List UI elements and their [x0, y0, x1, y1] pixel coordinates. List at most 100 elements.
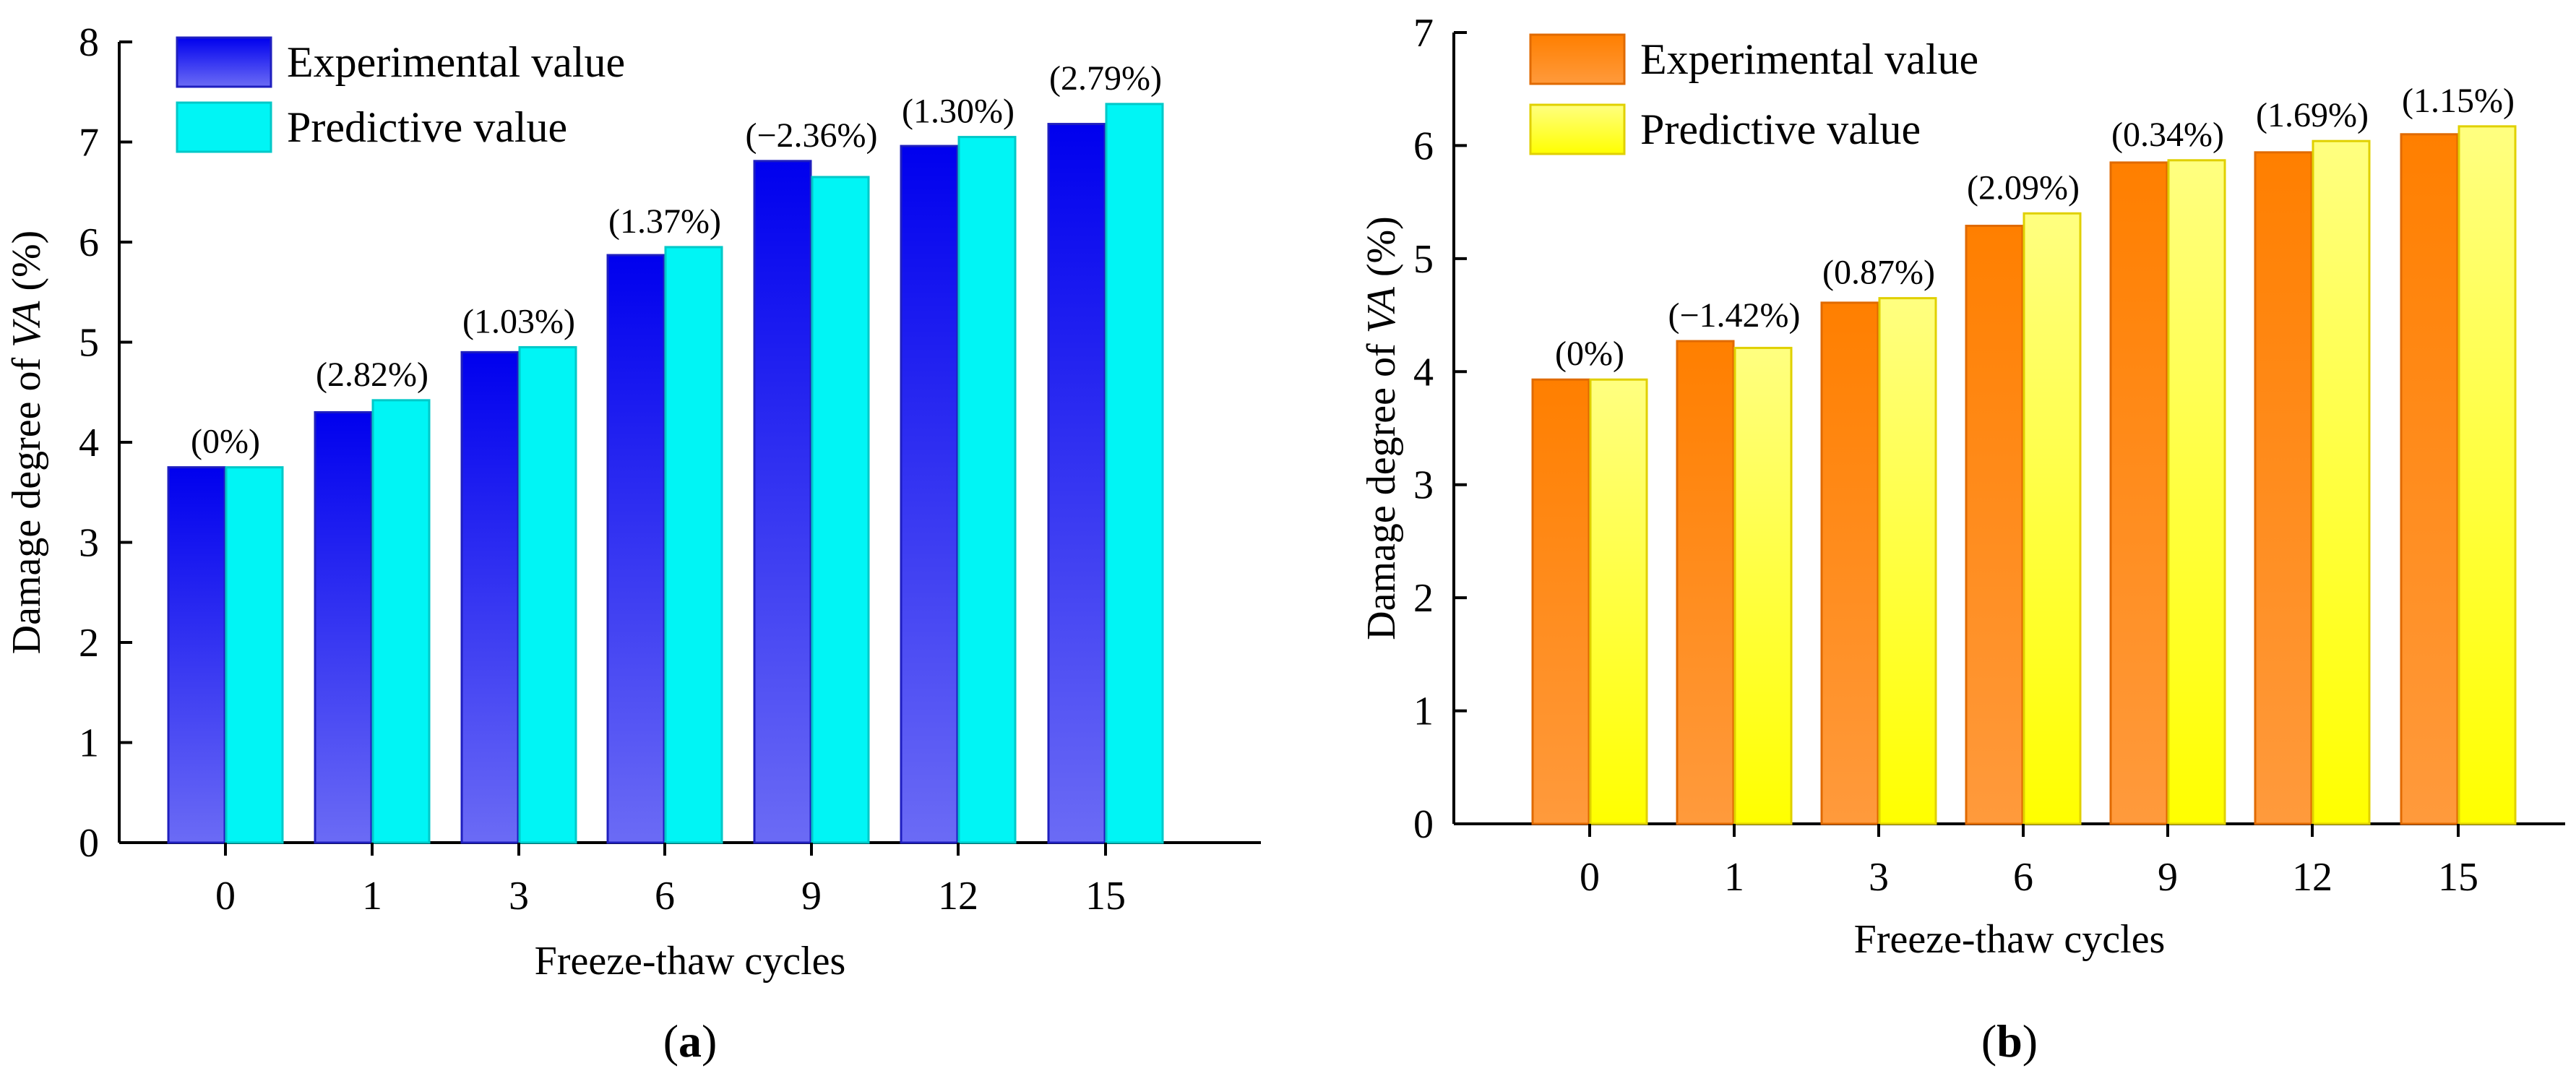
panel-label: (a): [663, 1015, 718, 1067]
bar-experimental-15: [1047, 123, 1106, 844]
legend-label: Experimental value: [1640, 35, 1978, 83]
y-tick-label: 8: [79, 20, 99, 65]
y-tick-label: 2: [1413, 576, 1434, 621]
bar-experimental-12: [2254, 151, 2313, 825]
y-axis-title-suffix: (%): [4, 231, 49, 301]
bar-experimental-1: [1676, 340, 1735, 825]
x-tick-label: 12: [938, 874, 978, 919]
bar-predictive-9: [811, 176, 870, 844]
bar-predictive-0: [1589, 378, 1648, 825]
y-tick-label: 6: [1413, 124, 1434, 168]
x-tick-label: 0: [1580, 855, 1600, 900]
chart-a: 0123456780(0%)1(2.82%)3(1.03%)6(1.37%)9(…: [4, 20, 1261, 1067]
x-tick-label: 1: [362, 874, 382, 919]
bar-predictive-6: [664, 246, 723, 844]
y-tick-label: 4: [1413, 350, 1434, 395]
x-tick-label: 6: [2013, 855, 2033, 900]
bar-experimental-15: [2400, 133, 2459, 825]
y-axis-title-prefix: Damage degree of: [1359, 333, 1404, 640]
x-tick-label: 9: [2158, 855, 2178, 900]
y-tick-label: 6: [79, 220, 99, 265]
bar-predictive-1: [371, 399, 431, 844]
y-axis-title: Damage degree of VA (%): [4, 231, 49, 655]
y-tick-label: 3: [79, 521, 99, 566]
legend-label: Experimental value: [287, 38, 625, 86]
bar-annotation: (1.30%): [902, 93, 1015, 131]
bar-predictive-12: [2312, 139, 2371, 825]
bar-annotation: (1.37%): [608, 202, 721, 241]
bar-experimental-0: [167, 466, 226, 844]
legend-swatch-predictive: [176, 101, 272, 153]
bar-annotation: (0.87%): [1822, 254, 1935, 292]
y-axis-title-italic: VA: [4, 301, 49, 348]
bar-annotation: (2.09%): [1967, 168, 2080, 207]
bar-annotation: (0.34%): [2111, 116, 2224, 154]
bar-experimental-3: [1820, 301, 1879, 825]
bar-annotation: (1.69%): [2256, 96, 2369, 134]
y-tick-label: 5: [79, 321, 99, 366]
panel-label-letter: b: [1996, 1015, 2023, 1067]
bar-experimental-6: [1965, 224, 2024, 825]
y-tick-label: 0: [79, 821, 99, 866]
bar-annotation: (0%): [191, 423, 260, 461]
panel-label: (b): [1981, 1015, 2038, 1067]
bar-predictive-9: [2167, 159, 2226, 825]
bar-predictive-1: [1733, 346, 1793, 825]
x-tick-label: 6: [655, 874, 675, 919]
bar-predictive-12: [957, 136, 1017, 844]
bar-experimental-12: [900, 145, 959, 844]
bar-annotation: (2.82%): [316, 356, 428, 394]
y-axis-title-suffix: (%): [1359, 216, 1404, 287]
x-tick-label: 15: [1085, 874, 1126, 919]
y-axis-title-prefix: Damage degree of: [4, 348, 49, 654]
legend-label: Predictive value: [287, 103, 567, 151]
y-tick-label: 5: [1413, 237, 1434, 282]
x-axis-title: Freeze-thaw cycles: [535, 939, 846, 984]
bar-experimental-9: [753, 160, 812, 844]
legend-label: Predictive value: [1640, 106, 1921, 153]
legend-swatch-experimental: [1529, 33, 1626, 85]
panel-label-close: ): [702, 1015, 717, 1067]
panel-label-open: (: [663, 1015, 679, 1067]
y-tick-label: 7: [1413, 11, 1434, 56]
bar-experimental-9: [2109, 161, 2168, 825]
x-axis-title: Freeze-thaw cycles: [1854, 917, 2166, 962]
x-tick-label: 9: [801, 874, 822, 919]
bar-annotation: (1.15%): [2402, 82, 2515, 120]
x-tick-label: 1: [1724, 855, 1744, 900]
bar-experimental-3: [460, 350, 520, 844]
bar-annotation: (−2.36%): [745, 116, 877, 155]
bar-annotation: (−1.42%): [1668, 296, 1800, 335]
y-axis-title: Damage degree of VA (%): [1359, 216, 1404, 640]
y-tick-label: 0: [1413, 802, 1434, 847]
bar-annotation: (0%): [1555, 335, 1624, 373]
panel-label-letter: a: [679, 1015, 702, 1067]
bar-predictive-6: [2023, 212, 2082, 825]
panel-label-open: (: [1981, 1015, 1996, 1067]
bar-experimental-6: [606, 254, 665, 844]
x-tick-label: 3: [509, 874, 529, 919]
x-tick-label: 15: [2438, 855, 2478, 900]
x-tick-label: 3: [1869, 855, 1889, 900]
y-tick-label: 3: [1413, 463, 1434, 508]
bar-predictive-15: [1105, 103, 1164, 844]
y-tick-label: 1: [79, 721, 99, 766]
y-tick-label: 1: [1413, 689, 1434, 734]
bar-experimental-1: [314, 410, 373, 844]
legend-swatch-experimental: [176, 36, 272, 88]
y-axis-title-italic: VA: [1359, 286, 1404, 333]
legend-swatch-predictive: [1529, 103, 1626, 155]
bar-predictive-0: [225, 466, 284, 844]
bar-experimental-0: [1531, 378, 1590, 825]
chart-b: 012345670(0%)1(−1.42%)3(0.87%)6(2.09%)9(…: [1359, 11, 2565, 1067]
bar-annotation: (2.79%): [1049, 59, 1162, 98]
x-tick-label: 12: [2292, 855, 2332, 900]
bar-predictive-3: [1878, 297, 1937, 825]
x-tick-label: 0: [215, 874, 236, 919]
bar-predictive-15: [2457, 125, 2517, 825]
panel-label-close: ): [2023, 1015, 2038, 1067]
y-tick-label: 7: [79, 121, 99, 165]
bar-annotation: (1.03%): [462, 302, 575, 340]
bar-predictive-3: [518, 345, 577, 844]
